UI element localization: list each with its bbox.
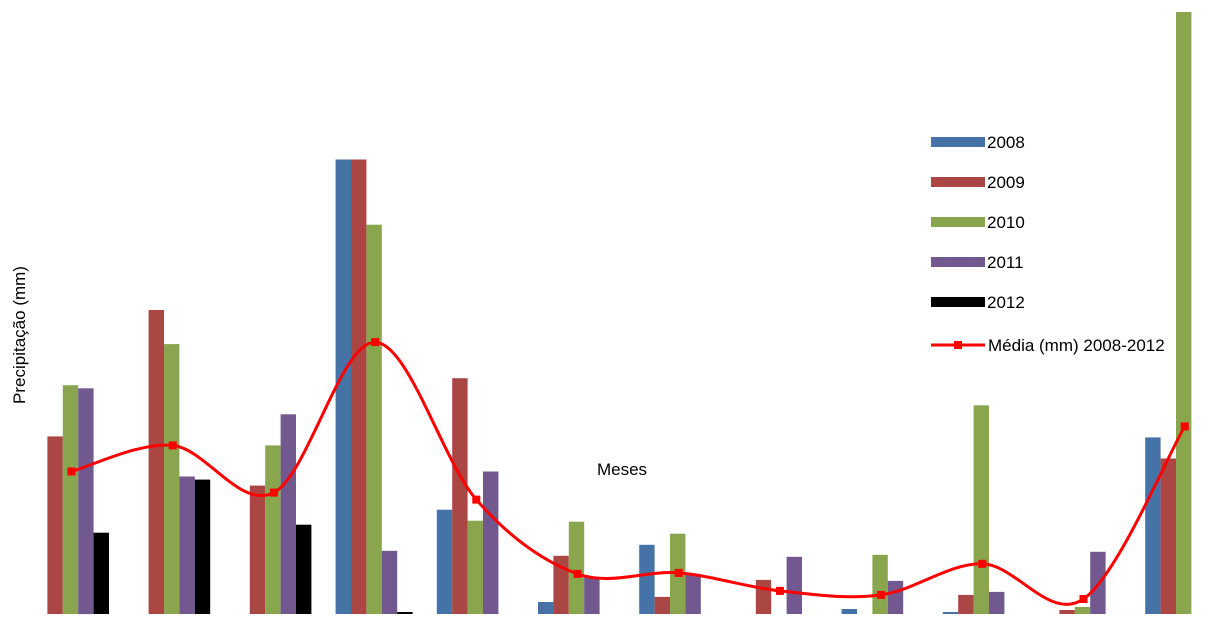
legend-swatch-2011 — [931, 257, 985, 267]
bar-2009-3 — [249, 485, 266, 614]
legend-label-2011: 2011 — [987, 253, 1024, 272]
average-marker-9 — [877, 590, 886, 599]
average-marker-10 — [978, 559, 987, 568]
bar-2012-2 — [194, 479, 211, 614]
bar-2009-7 — [654, 596, 670, 614]
y-axis-label: Precipitação (mm) — [10, 266, 29, 404]
bar-2010-12 — [1176, 12, 1192, 614]
bar-2010-1 — [62, 385, 79, 614]
bar-layer — [47, 12, 1192, 615]
bar-2011-3 — [280, 414, 296, 614]
bar-2010-3 — [265, 445, 281, 614]
average-marker-3 — [269, 488, 278, 497]
legend-label-2008: 2008 — [987, 133, 1025, 152]
bar-2008-10 — [942, 612, 959, 614]
bar-2011-1 — [78, 388, 94, 615]
legend-label-2010: 2010 — [987, 213, 1025, 232]
bar-2012-1 — [93, 532, 109, 614]
bar-2008-4 — [335, 159, 351, 614]
bar-2008-9 — [841, 609, 857, 614]
average-marker-6 — [573, 569, 582, 578]
legend: 2008 2009 2010 2011 2012 Média (mm) 2008-2012 — [931, 133, 1165, 355]
legend-swatch-2009 — [931, 177, 985, 187]
bar-2009-4 — [351, 159, 367, 614]
bar-2011-5 — [483, 471, 499, 614]
legend-label-2012: 2012 — [987, 293, 1025, 312]
bar-2009-5 — [452, 378, 468, 614]
legend-marker-average — [954, 341, 962, 349]
average-marker-4 — [371, 338, 380, 347]
bar-2010-2 — [164, 344, 180, 614]
bar-2011-7 — [685, 573, 701, 614]
legend-label-average: Média (mm) 2008-2012 — [988, 336, 1165, 355]
bar-2010-4 — [366, 224, 382, 614]
bar-2010-5 — [467, 520, 483, 614]
bar-2009-1 — [47, 436, 63, 614]
bar-2011-2 — [179, 476, 195, 614]
bar-2008-6 — [538, 602, 554, 614]
bar-2011-6 — [584, 576, 600, 614]
bar-2010-10 — [973, 405, 989, 614]
bar-2008-7 — [639, 544, 655, 614]
legend-swatch-2010 — [931, 217, 985, 227]
average-marker-5 — [472, 495, 481, 504]
bar-2009-10 — [958, 594, 974, 614]
bar-2012-3 — [296, 524, 312, 614]
average-marker-11 — [1079, 595, 1088, 603]
bar-2012-4 — [397, 612, 413, 614]
average-marker-8 — [775, 586, 784, 595]
bar-2011-4 — [381, 550, 398, 614]
average-marker-2 — [168, 441, 177, 450]
bar-2011-9 — [887, 580, 904, 614]
bar-2009-8 — [755, 579, 772, 614]
bar-2011-8 — [786, 556, 802, 614]
bar-2009-11 — [1059, 610, 1075, 614]
x-axis-label: Meses — [597, 460, 647, 479]
bar-2010-11 — [1074, 607, 1091, 614]
legend-swatch-2008 — [931, 137, 985, 147]
legend-swatch-2012 — [931, 297, 985, 307]
average-marker-12 — [1180, 422, 1189, 431]
average-marker-1 — [67, 467, 76, 476]
bar-2008-12 — [1145, 437, 1161, 614]
bar-2009-12 — [1160, 458, 1176, 614]
legend-label-2009: 2009 — [987, 173, 1025, 192]
bar-2010-6 — [568, 521, 585, 614]
bar-2011-10 — [989, 591, 1005, 614]
bar-2008-5 — [436, 509, 453, 614]
average-marker-7 — [674, 568, 683, 577]
bar-2010-9 — [872, 554, 888, 614]
bar-2009-2 — [148, 310, 164, 614]
average-line-layer — [67, 338, 1189, 606]
